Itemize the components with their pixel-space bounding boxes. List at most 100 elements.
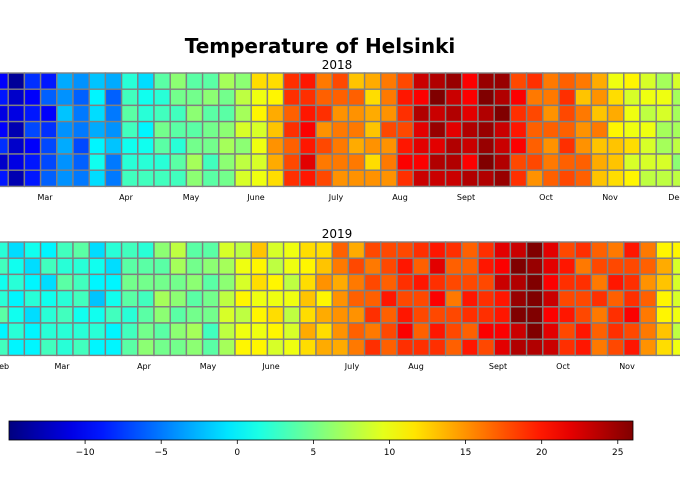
heatmap-cell <box>250 120 269 139</box>
heatmap-cell <box>7 88 26 107</box>
heatmap-cell <box>477 137 495 155</box>
heatmap-cell <box>347 273 366 292</box>
heatmap-cell <box>655 338 674 357</box>
heatmap-cell <box>39 169 58 188</box>
heatmap-cell <box>56 338 74 357</box>
heatmap-cell <box>218 88 236 107</box>
heatmap-cell <box>380 137 398 155</box>
heatmap-cell <box>185 257 204 276</box>
heatmap-cell <box>542 241 560 259</box>
heatmap-cell <box>525 338 544 357</box>
heatmap-cell <box>493 306 512 324</box>
heatmap-cell <box>671 257 680 276</box>
heatmap-cell <box>461 153 479 171</box>
heatmap-cell <box>671 273 680 292</box>
month-tick-label: July <box>344 362 360 371</box>
colorbar-tick-label: 20 <box>536 448 548 458</box>
heatmap-cell <box>428 137 447 155</box>
heatmap-cell <box>380 88 398 107</box>
heatmap-cell <box>590 289 609 308</box>
heatmap-cell <box>444 120 463 139</box>
heatmap-cell <box>363 338 382 357</box>
heatmap-cell <box>282 273 301 292</box>
heatmap-cell <box>72 257 90 276</box>
heatmap-cell <box>299 241 317 259</box>
heatmap-cell <box>412 153 431 171</box>
heatmap-cell <box>120 306 139 324</box>
heatmap-cell <box>201 289 220 308</box>
heatmap-cell <box>623 257 641 276</box>
heatmap-cell <box>558 273 576 292</box>
heatmap-cell <box>137 169 155 188</box>
heatmap-cell <box>104 306 123 324</box>
heatmap-cell <box>218 273 236 292</box>
heatmap-cell <box>525 169 544 188</box>
heatmap-cell <box>185 137 204 155</box>
heatmap-cell <box>509 322 528 340</box>
heatmap-cell <box>0 306 9 324</box>
heatmap-cells <box>0 241 680 357</box>
heatmap-cell <box>493 289 512 308</box>
month-tick-label: Oct <box>539 193 553 202</box>
heatmap-cell <box>461 169 479 188</box>
heatmap-cell <box>623 120 641 139</box>
heatmap-cell <box>201 241 220 259</box>
heatmap-cell <box>509 104 528 123</box>
heatmap-cell <box>250 257 269 276</box>
heatmap-cell <box>655 273 674 292</box>
heatmap-cell <box>606 273 625 292</box>
heatmap-cell <box>623 169 641 188</box>
heatmap-cell <box>558 306 576 324</box>
heatmap-cell <box>428 273 447 292</box>
heatmap-cell <box>218 153 236 171</box>
heatmap-cell <box>72 289 90 308</box>
heatmap-cell <box>331 169 350 188</box>
heatmap-cell <box>23 88 42 107</box>
heatmap-cell <box>120 120 139 139</box>
heatmap-cell <box>428 306 447 324</box>
heatmap-cell <box>671 338 680 357</box>
heatmap-cell <box>250 306 269 324</box>
heatmap-cell <box>299 104 317 123</box>
heatmap-cell <box>201 137 220 155</box>
heatmap-cell <box>315 273 333 292</box>
heatmap-cell <box>574 72 593 90</box>
heatmap-cell <box>331 338 350 357</box>
heatmap-cell <box>347 169 366 188</box>
heatmap-cell <box>250 88 269 107</box>
heatmap-cell <box>461 273 479 292</box>
heatmap-cell <box>72 306 90 324</box>
heatmap-cell <box>639 169 657 188</box>
heatmap-cell <box>655 289 674 308</box>
heatmap-cell <box>7 241 26 259</box>
heatmap-cell <box>574 137 593 155</box>
heatmap-cell <box>396 273 414 292</box>
month-tick-label: Mar <box>37 193 53 202</box>
heatmap-cell <box>444 273 463 292</box>
heatmap-cell <box>120 322 139 340</box>
heatmap-cell <box>266 153 285 171</box>
heatmap-cell <box>315 289 333 308</box>
heatmap-cell <box>153 306 171 324</box>
heatmap-cell <box>39 120 58 139</box>
heatmap-cell <box>331 104 350 123</box>
heatmap-cell <box>477 241 495 259</box>
heatmap-cell <box>315 306 333 324</box>
heatmap-cell <box>558 241 576 259</box>
heatmap-cell <box>56 169 74 188</box>
heatmap-cell <box>590 257 609 276</box>
heatmap-cell <box>363 137 382 155</box>
heatmap-cell <box>88 322 107 340</box>
heatmap-cell <box>56 88 74 107</box>
heatmap-panel-2019: 2019 Feb Mar Apr May June July Aug Sept Oct Nov <box>0 227 680 371</box>
heatmap-cell <box>250 241 269 259</box>
heatmap-cell <box>461 322 479 340</box>
heatmap-cell <box>574 289 593 308</box>
heatmap-cell <box>396 153 414 171</box>
heatmap-cell <box>250 273 269 292</box>
heatmap-cell <box>461 72 479 90</box>
heatmap-cell <box>315 338 333 357</box>
heatmap-cell <box>120 104 139 123</box>
heatmap-cell <box>201 72 220 90</box>
heatmap-cell <box>266 241 285 259</box>
